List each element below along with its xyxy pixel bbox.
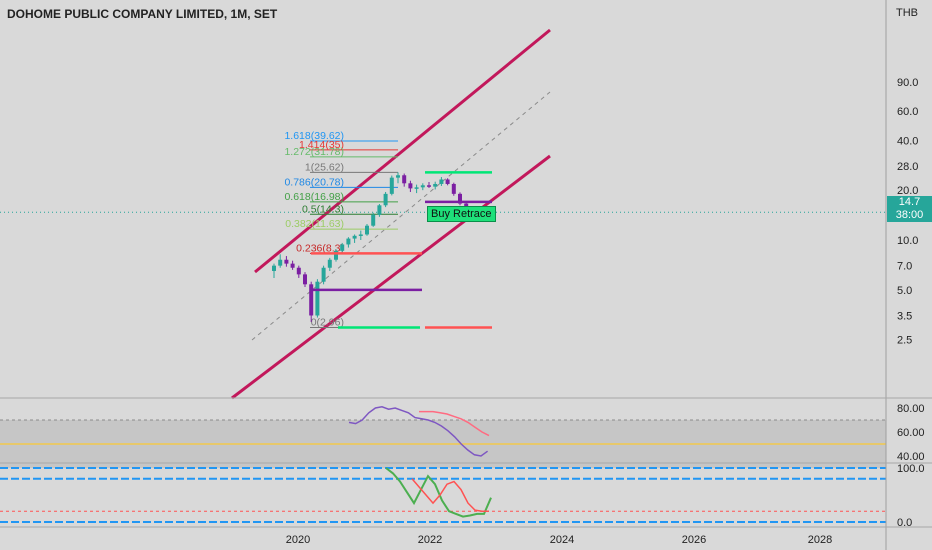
fib-level-label: 1(25.62) [305, 161, 344, 173]
candle-body [358, 234, 363, 236]
candle-body [408, 183, 413, 189]
rsi-ma-series [419, 410, 490, 437]
fib-level-label: 1.414(35) [299, 139, 344, 151]
candle-body [315, 281, 320, 316]
candle-body [377, 205, 382, 215]
time-tick-label: 2024 [550, 534, 574, 546]
rsi-tick-label: 80.00 [897, 403, 925, 415]
rsi-tick-label: 60.00 [897, 427, 925, 439]
rsi-series [348, 406, 489, 457]
price-tick-label: 2.5 [897, 335, 912, 347]
currency-label: THB [896, 7, 918, 19]
candle-body [327, 259, 332, 268]
candle-body [445, 179, 450, 184]
last-price-badge: 14.7 38:00 [887, 196, 932, 222]
candle-body [414, 187, 419, 189]
fib-level-label: 0.618(16.98) [284, 191, 344, 203]
fib-level-label: 0.786(20.78) [284, 176, 344, 188]
candle-body [365, 225, 369, 235]
price-tick-label: 10.0 [897, 235, 918, 247]
candle-body [371, 214, 376, 226]
channel-lower-line [231, 154, 551, 400]
last-price-value: 14.7 [898, 196, 921, 208]
candle-body [303, 274, 307, 285]
bar-countdown: 38:00 [895, 209, 924, 221]
candle-body [433, 183, 438, 187]
candle-body [383, 193, 388, 206]
fib-level-label: 0.5(14.3) [302, 203, 344, 215]
time-tick-label: 2022 [418, 534, 442, 546]
candle-body [389, 177, 394, 194]
candle-body [296, 267, 301, 275]
candle-body [321, 267, 326, 282]
price-tick-label: 5.0 [897, 285, 912, 297]
channel-mid-line [251, 91, 551, 341]
price-tick-label: 20.0 [897, 185, 918, 197]
rsi-pane[interactable] [0, 406, 886, 468]
candle-body [439, 179, 444, 184]
price-tick-label: 3.5 [897, 310, 912, 322]
fib-level-label: 0.382(11.63) [285, 218, 344, 230]
stoch-pane[interactable] [0, 467, 886, 523]
time-tick-label: 2026 [682, 534, 706, 546]
candle-body [352, 235, 357, 239]
candle-body [272, 265, 276, 271]
time-tick-label: 2020 [286, 534, 310, 546]
price-tick-label: 90.0 [897, 77, 918, 89]
candle-body [396, 175, 400, 178]
fib-level-label: 1.272(31.78) [284, 146, 344, 158]
candle-body [334, 250, 338, 260]
stoch-d-series [411, 478, 489, 512]
candle-body [290, 263, 295, 268]
fib-level-label: 1.618(39.62) [284, 130, 344, 142]
stoch-k-series [385, 467, 492, 518]
time-tick-label: 2028 [808, 534, 832, 546]
fib-level-label: 0(2.96) [311, 317, 344, 329]
candle-body [346, 238, 351, 245]
price-tick-label: 28.0 [897, 161, 918, 173]
candle-body [427, 185, 431, 187]
price-tick-label: 40.0 [897, 135, 918, 147]
candle-body [402, 175, 407, 184]
candle-body [340, 244, 345, 251]
price-tick-label: 7.0 [897, 261, 912, 273]
candle-body [420, 185, 425, 188]
candle-body [309, 284, 314, 316]
fib-level-label: 0.236(8.3) [296, 242, 344, 254]
channel-upper-line [254, 28, 551, 274]
candle-body [451, 183, 456, 194]
price-pane[interactable]: 1.618(39.62)1.414(35)1.272(31.78) 1(25.62… [0, 28, 886, 400]
stoch-tick-label: 100.0 [897, 463, 925, 475]
price-tick-label: 60.0 [897, 106, 918, 118]
buy-retrace-label: Buy Retrace [427, 206, 496, 222]
candle-body [284, 259, 289, 264]
candle-body [278, 259, 283, 266]
chart-title: DOHOME PUBLIC COMPANY LIMITED, 1M, SET [7, 7, 278, 21]
rsi-tick-label: 40.00 [897, 451, 925, 463]
candle-body [458, 193, 462, 204]
stoch-tick-label: 0.0 [897, 517, 912, 529]
